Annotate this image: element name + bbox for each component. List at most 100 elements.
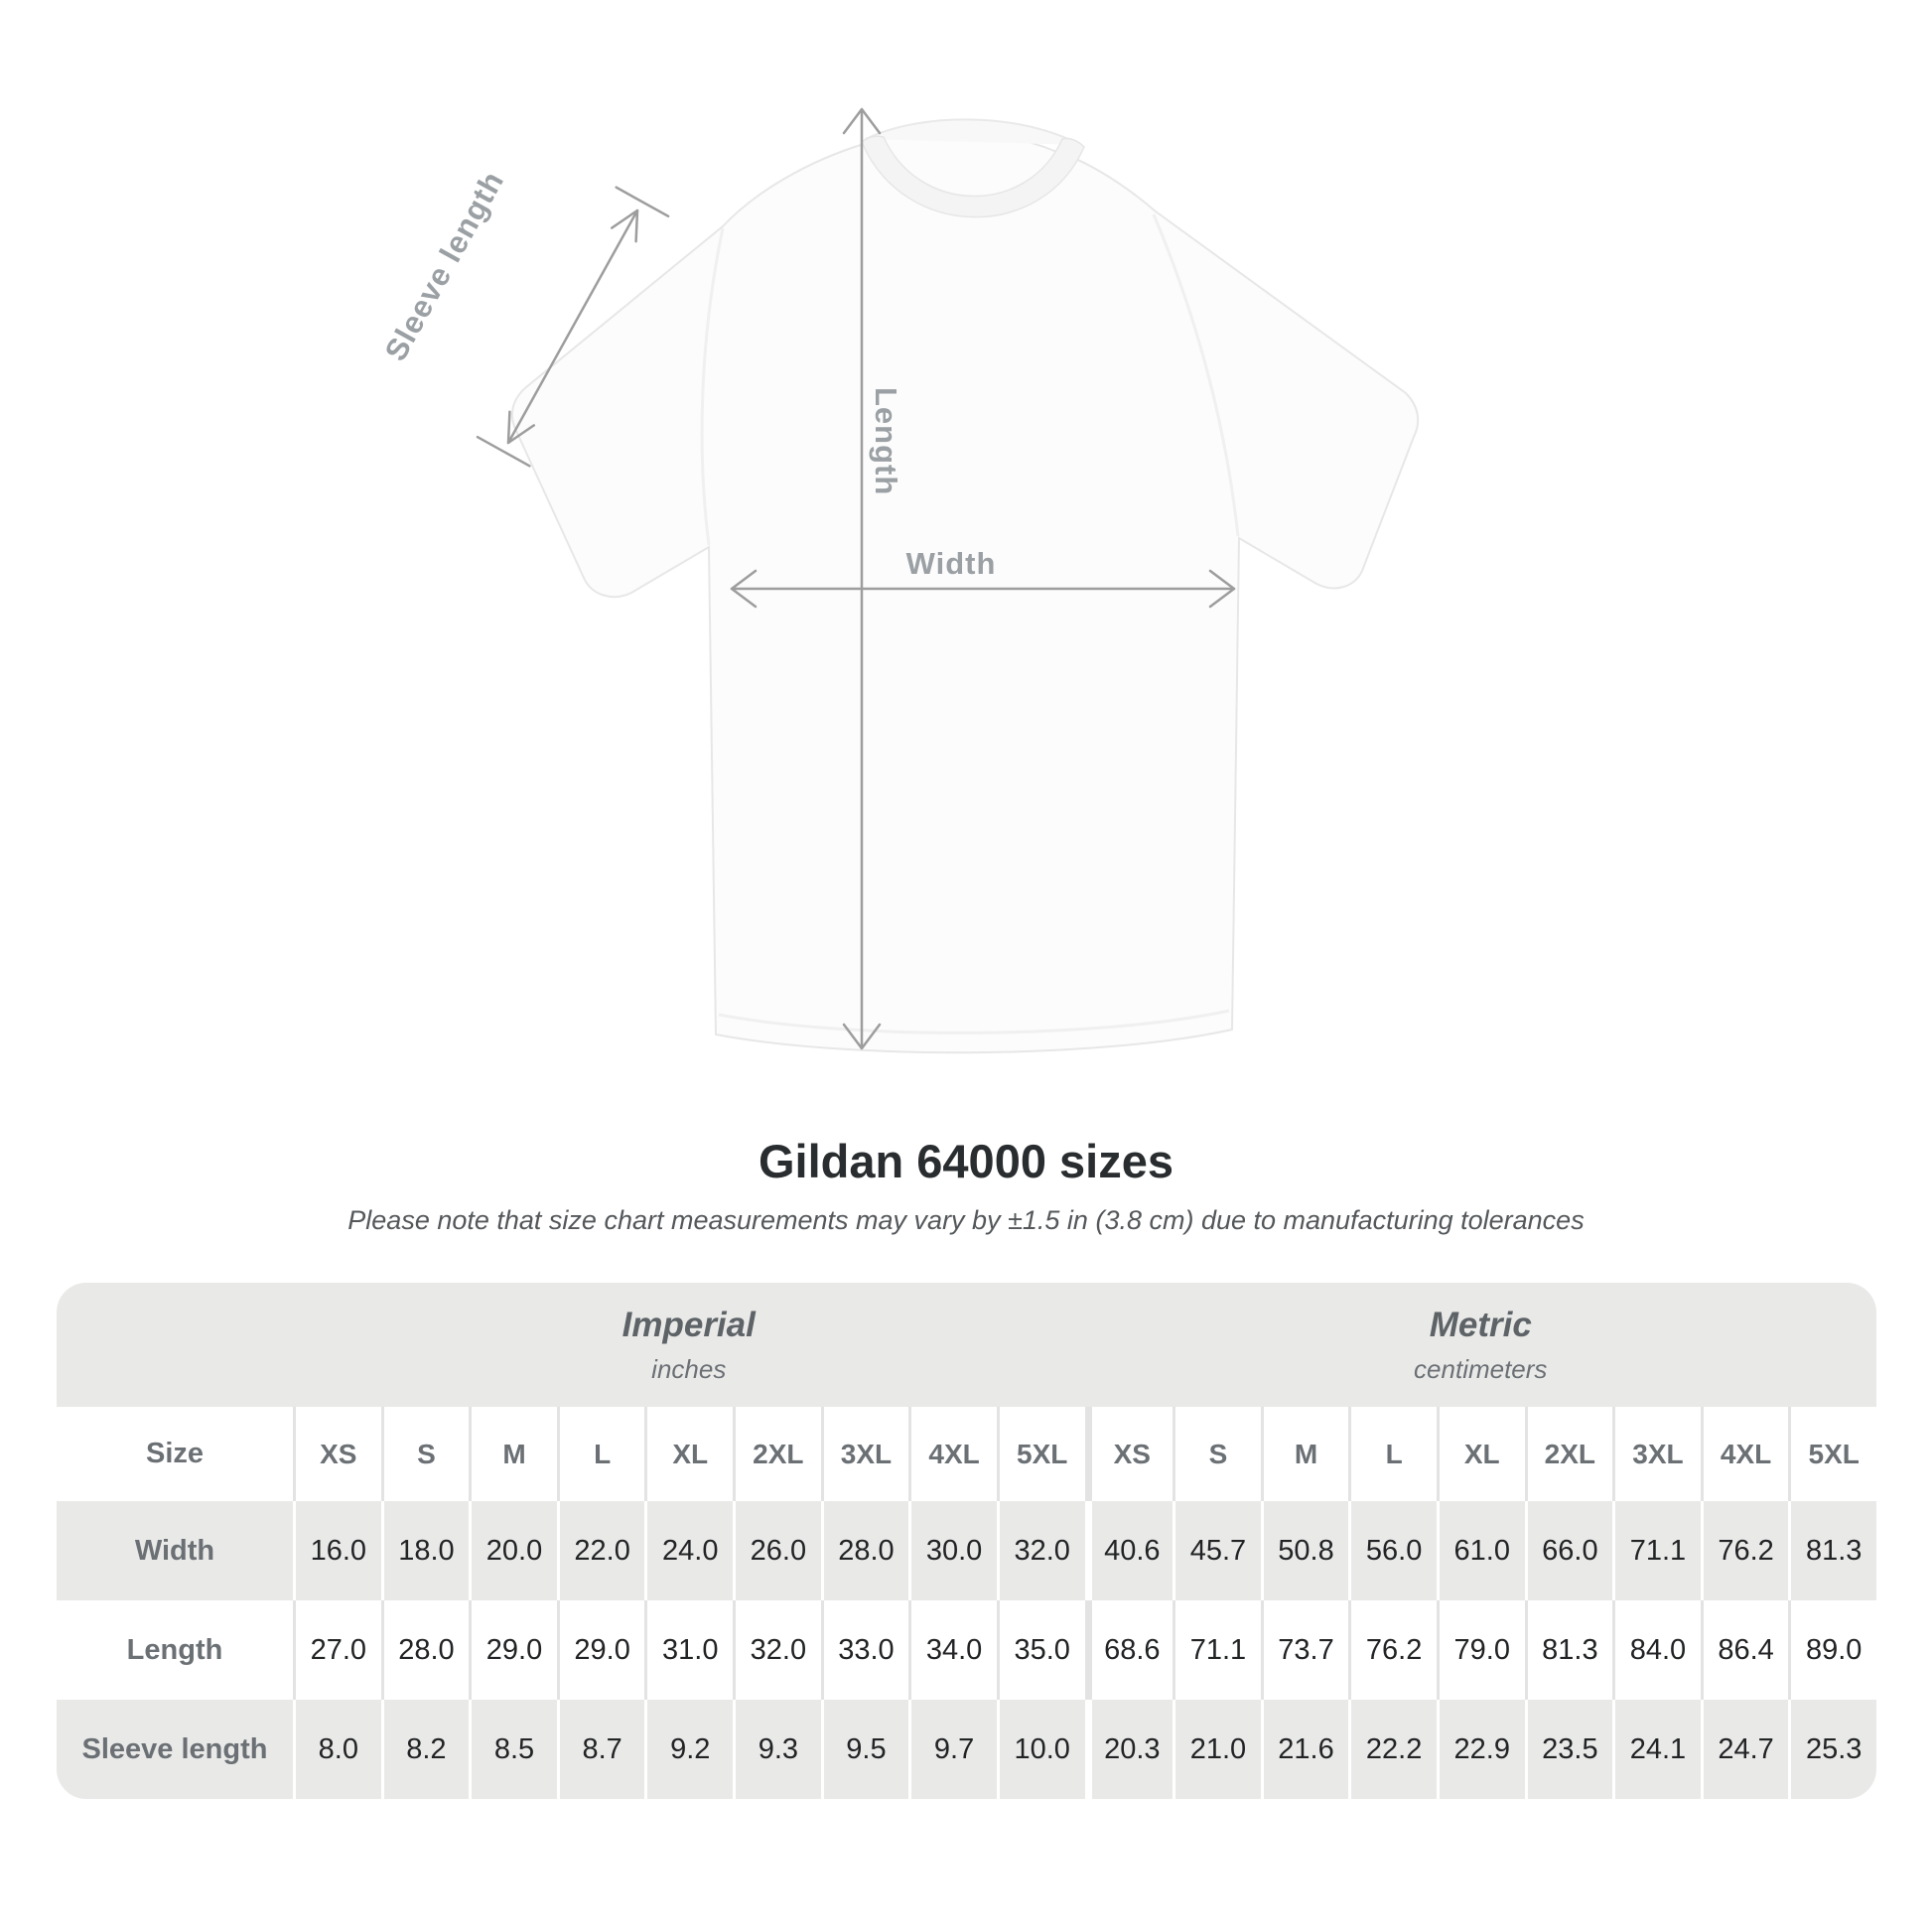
value-cell: 84.0 (1612, 1600, 1701, 1700)
value-cell: 71.1 (1612, 1501, 1701, 1600)
page-title: Gildan 64000 sizes (758, 1135, 1174, 1187)
section-name: Metric (1429, 1305, 1532, 1344)
value-cell: 8.5 (469, 1700, 557, 1799)
size-col-header: XL (1436, 1407, 1525, 1501)
value-cell: 28.0 (380, 1600, 470, 1700)
tshirt-seams (700, 213, 1240, 1035)
value-cell: 18.0 (380, 1501, 470, 1600)
value-cell: 26.0 (733, 1501, 821, 1600)
size-col-header: 3XL (1612, 1407, 1701, 1501)
value-cell: 76.2 (1348, 1600, 1437, 1700)
size-col-header: 4XL (1700, 1407, 1789, 1501)
size-col-header: 4XL (908, 1407, 997, 1501)
length-label: Length (869, 387, 903, 496)
value-cell: 24.1 (1612, 1700, 1701, 1799)
value-cell: 81.3 (1788, 1501, 1876, 1600)
value-cell: 66.0 (1524, 1501, 1613, 1600)
value-cell: 30.0 (908, 1501, 997, 1600)
size-col-header: 3XL (820, 1407, 909, 1501)
value-cell: 9.3 (733, 1700, 821, 1799)
section-unit: centimeters (1414, 1353, 1548, 1384)
unit-header-band: Imperial inches Metric centimeters (57, 1283, 1876, 1407)
value-cell: 22.9 (1436, 1700, 1525, 1799)
tshirt-body (510, 131, 1420, 1054)
value-cell: 68.6 (1084, 1600, 1173, 1700)
value-cell: 9.7 (908, 1700, 997, 1799)
value-cell: 76.2 (1700, 1501, 1789, 1600)
table-row: Sleeve length 8.0 8.2 8.5 8.7 9.2 9.3 9.5 9.7 10.… (57, 1700, 1876, 1799)
value-cell: 27.0 (293, 1600, 381, 1700)
value-cell: 32.0 (733, 1600, 821, 1700)
value-cell: 20.0 (469, 1501, 557, 1600)
value-cell: 32.0 (996, 1501, 1085, 1600)
table-row: Width 16.0 18.0 20.0 22.0 24.0 26.0 28.0 30.0 32.… (57, 1501, 1876, 1600)
row-label: Length (126, 1633, 223, 1666)
value-cell: 16.0 (293, 1501, 381, 1600)
size-col-header: L (1348, 1407, 1437, 1501)
sleeve-length-arrow (476, 186, 670, 468)
value-cell: 21.0 (1173, 1700, 1261, 1799)
value-cell: 22.2 (1348, 1700, 1437, 1799)
section-name: Imperial (621, 1305, 756, 1344)
size-col-header: 2XL (1524, 1407, 1613, 1501)
size-col-header: S (380, 1407, 470, 1501)
value-cell: 20.3 (1084, 1700, 1173, 1799)
value-cell: 29.0 (556, 1600, 645, 1700)
value-cell: 8.7 (556, 1700, 645, 1799)
value-cell: 61.0 (1436, 1501, 1525, 1600)
tolerance-note: Please note that size chart measurements… (347, 1205, 1585, 1235)
table-row: Length 27.0 28.0 29.0 29.0 31.0 32.0 33.0 34.0 35… (57, 1600, 1876, 1700)
size-col-header: 2XL (733, 1407, 821, 1501)
value-cell: 86.4 (1700, 1600, 1789, 1700)
value-cell: 35.0 (996, 1600, 1085, 1700)
table-body: Width 16.0 18.0 20.0 22.0 24.0 26.0 28.0 30.0 32.… (57, 1501, 1876, 1799)
size-header-row: Size XS S M L XL 2XL 3XL 4XL 5XL XS S M L XL 2XL 3XL 4XL… (57, 1407, 1876, 1501)
section-unit: inches (651, 1353, 727, 1384)
row-label: Sleeve length (81, 1732, 268, 1765)
value-cell: 9.5 (820, 1700, 909, 1799)
size-header-label: Size (145, 1438, 205, 1469)
row-label: Width (134, 1534, 215, 1567)
size-col-header: L (556, 1407, 645, 1501)
value-cell: 24.7 (1700, 1700, 1789, 1799)
size-col-header: S (1173, 1407, 1261, 1501)
value-cell: 56.0 (1348, 1501, 1437, 1600)
size-col-header: M (469, 1407, 557, 1501)
value-cell: 21.6 (1260, 1700, 1349, 1799)
measurement-arrows (476, 107, 1236, 1050)
size-col-header: XS (293, 1407, 381, 1501)
value-cell: 8.0 (293, 1700, 381, 1799)
value-cell: 31.0 (644, 1600, 733, 1700)
value-cell: 71.1 (1173, 1600, 1261, 1700)
tshirt-collar (861, 135, 1085, 218)
size-col-header: XS (1084, 1407, 1173, 1501)
value-cell: 25.3 (1788, 1700, 1876, 1799)
value-cell: 29.0 (469, 1600, 557, 1700)
size-col-header: 5XL (1788, 1407, 1876, 1501)
width-arrow (730, 569, 1236, 609)
value-cell: 34.0 (908, 1600, 997, 1700)
value-cell: 45.7 (1173, 1501, 1261, 1600)
size-col-header: XL (644, 1407, 733, 1501)
value-cell: 22.0 (556, 1501, 645, 1600)
size-chart-table: Imperial inches Metric centimeters Size … (57, 1283, 1876, 1799)
tshirt-back-collar (865, 118, 1081, 146)
value-cell: 24.0 (644, 1501, 733, 1600)
section-header-metric: Metric centimeters (1085, 1283, 1877, 1407)
width-label: Width (905, 546, 997, 581)
value-cell: 40.6 (1084, 1501, 1173, 1600)
length-arrow (842, 107, 882, 1050)
value-cell: 28.0 (820, 1501, 909, 1600)
value-cell: 79.0 (1436, 1600, 1525, 1700)
value-cell: 10.0 (996, 1700, 1085, 1799)
value-cell: 9.2 (644, 1700, 733, 1799)
value-cell: 73.7 (1260, 1600, 1349, 1700)
value-cell: 50.8 (1260, 1501, 1349, 1600)
value-cell: 89.0 (1788, 1600, 1876, 1700)
value-cell: 23.5 (1524, 1700, 1613, 1799)
section-header-imperial: Imperial inches (293, 1283, 1085, 1407)
value-cell: 81.3 (1524, 1600, 1613, 1700)
size-col-header: 5XL (996, 1407, 1085, 1501)
size-col-header: M (1260, 1407, 1349, 1501)
